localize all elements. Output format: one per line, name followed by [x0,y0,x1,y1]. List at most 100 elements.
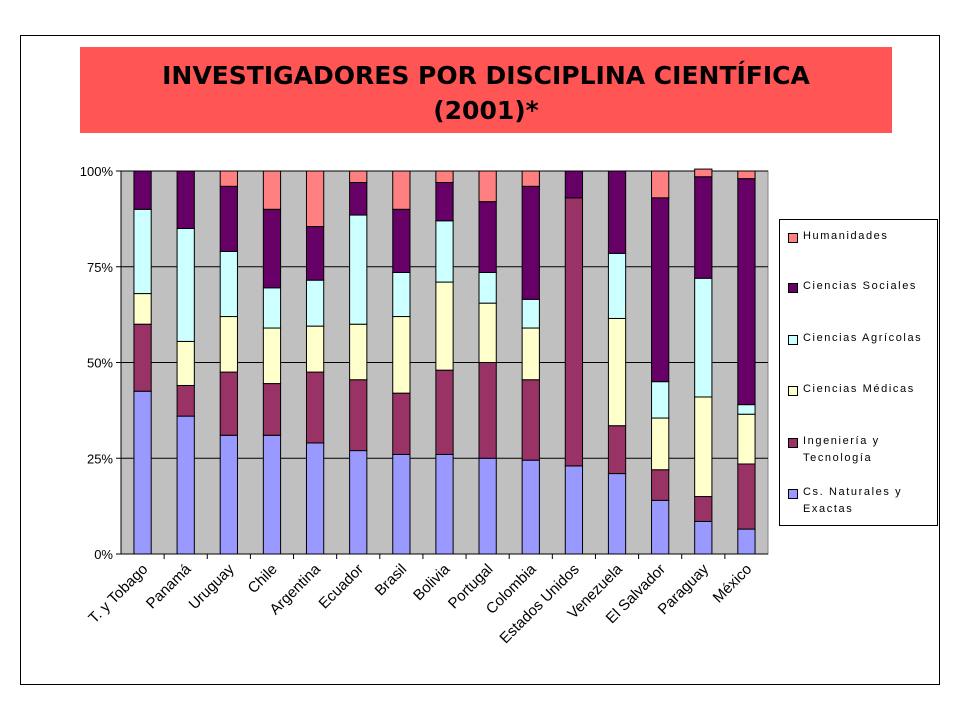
y-tick-label: 0% [94,547,113,562]
bar-segment [435,369,454,455]
bar-segment [521,327,540,381]
y-tick-label: 75% [87,260,113,275]
bar-segment [607,425,627,475]
bar-segment [305,279,325,327]
bar-segment [651,170,670,199]
bar-segment [435,220,454,283]
bar-segment [262,383,282,436]
bar-segment [435,453,454,555]
legend-swatch [788,233,798,243]
legend-swatch [788,438,798,448]
bar-segment [219,434,238,555]
bar-segment [651,417,670,471]
bar-segment [262,327,282,385]
legend-swatch [788,335,798,345]
bar-segment [219,316,238,373]
legend-swatch [788,386,798,396]
bar-segment [694,277,713,398]
x-tick-label: México [710,561,756,607]
bar-segment [564,170,584,199]
bar-segment [176,170,195,229]
y-tick-label: 100% [80,164,114,179]
bar-segment [694,520,713,555]
bar-segment [737,170,756,180]
x-tick-label: Chile [245,561,281,597]
legend-label: Ciencias Agrícolas [803,332,923,344]
bar-segment [737,528,756,555]
bar-segment [521,298,540,329]
bar-segment [262,287,282,329]
bar-segment [607,473,627,555]
bar-segment [219,371,238,436]
bar-segment [737,413,756,465]
chart-title-box: INVESTIGADORES POR DISCIPLINA CIENTÍFICA… [80,47,892,133]
bar-segment [305,170,325,228]
bar-segment [651,469,670,501]
bar-segment [521,379,540,461]
bar-segment [651,197,670,383]
bar-segment [737,178,756,406]
bar-segment [305,442,325,555]
bar-segment [349,450,368,555]
bar-segment [262,170,282,210]
bar-segment [392,316,411,394]
bar-segment [133,208,152,295]
bar-segment [478,362,497,459]
bar-segment [521,459,540,555]
x-tick-label: Uruguay [186,560,238,612]
legend-label: Ingeniería y Tecnología [803,435,880,464]
bar-segment [176,227,195,342]
bar-segment [392,271,411,318]
bar-segment [392,392,411,455]
bar-segment [349,181,368,216]
legend-label: Ciencias Médicas [803,383,915,395]
bar-segment [176,384,195,417]
x-tick-label: Panamá [143,560,195,612]
bar-segment [737,463,756,530]
legend-label: Humanidades [803,230,889,242]
bar-segment [305,226,325,281]
bar-segment [349,323,368,381]
bar-segment [392,208,411,273]
x-tick-label: T. y Tobago [85,561,151,627]
x-tick-label: Brasil [372,561,411,600]
bar-segment [478,271,497,304]
bar-segment [349,379,368,452]
bar-segment [478,457,497,555]
bar-segment [694,168,713,178]
chart-title-line2: (2001)* [433,96,539,125]
bar-segment [219,170,238,187]
legend-swatch [788,489,798,499]
y-tick-label: 25% [87,451,113,466]
bar-segment [607,252,627,319]
bar-segment [435,181,454,222]
bar-segment [651,499,670,555]
legend-swatch [788,283,798,293]
bar-segment [262,434,282,555]
bar-segment [392,453,411,555]
bar-segment [694,176,713,279]
bar-segment [133,293,152,325]
bar-segment [564,197,584,467]
bar-segment [305,325,325,373]
legend-label: Ciencias Sociales [803,280,918,292]
bar-segment [521,185,540,300]
bar-segment [564,465,584,555]
bar-segment [133,390,152,555]
bar-segment [435,281,454,371]
y-axis: 0% 25% 50% 75% 100% [80,164,122,562]
bar-segment [478,170,497,203]
legend: Humanidades Ciencias Sociales Ciencias A… [779,219,938,526]
bar-segment [607,317,627,427]
bar-segment [392,170,411,210]
bar-segment [133,170,152,210]
bar-segment [694,396,713,498]
bar-segment [737,404,756,415]
bar-segment [435,170,454,183]
bar-segment [651,381,670,419]
chart-title-line1: INVESTIGADORES POR DISCIPLINA CIENTÍFICA [162,61,810,90]
bar-segment [305,371,325,444]
bar-segment [262,208,282,289]
